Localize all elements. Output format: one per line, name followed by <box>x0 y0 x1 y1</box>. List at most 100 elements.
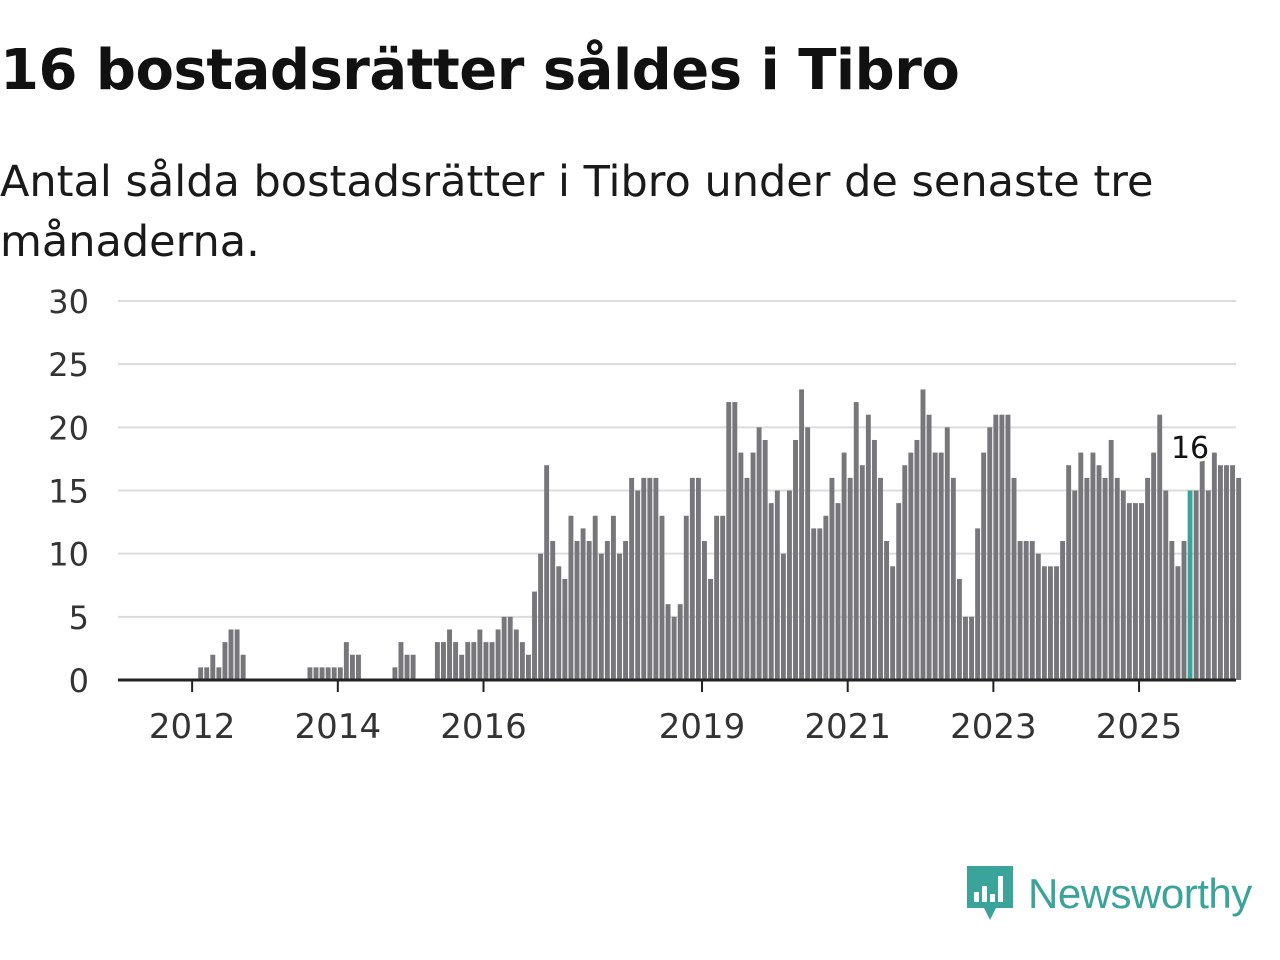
bar <box>896 503 902 680</box>
bar <box>805 427 811 680</box>
bar <box>1041 566 1047 680</box>
bar <box>404 654 410 680</box>
bar <box>823 515 829 680</box>
bar <box>999 414 1005 680</box>
bar <box>349 654 355 680</box>
bar <box>495 629 501 680</box>
bar <box>677 604 683 680</box>
bar <box>647 477 653 680</box>
bar <box>714 515 720 680</box>
bar <box>871 439 877 680</box>
bar <box>732 402 738 680</box>
bar <box>1054 566 1059 680</box>
y-tick-label: 10 <box>48 536 89 574</box>
bar <box>1224 465 1229 680</box>
x-tick-label: 2012 <box>149 707 236 747</box>
bars <box>198 389 1242 680</box>
bar <box>525 654 531 680</box>
bar <box>1217 465 1223 680</box>
bar <box>210 654 216 680</box>
bar <box>689 477 695 680</box>
bar <box>592 515 598 680</box>
bar <box>562 578 568 680</box>
bar <box>938 452 944 680</box>
bar <box>671 616 677 680</box>
bar <box>1090 452 1096 680</box>
bar <box>811 528 817 680</box>
bar <box>538 553 544 680</box>
bar <box>204 667 210 680</box>
bar <box>1096 465 1102 680</box>
y-tick-label: 30 <box>48 283 89 321</box>
bar <box>586 541 592 680</box>
bar <box>665 604 671 680</box>
bar <box>774 490 780 680</box>
bar <box>768 503 774 680</box>
brand-name: Newsworthy <box>1028 870 1252 917</box>
bar <box>198 667 204 680</box>
bar <box>1139 503 1144 680</box>
bar <box>841 452 847 680</box>
bar <box>489 642 495 680</box>
bar <box>1108 439 1114 680</box>
bar <box>623 541 629 680</box>
bar <box>604 541 610 680</box>
bar <box>519 642 525 680</box>
bar <box>1029 541 1035 680</box>
bar <box>1072 490 1078 680</box>
bar <box>465 642 471 680</box>
bar <box>914 439 920 680</box>
bar <box>956 578 962 680</box>
bar <box>787 490 792 680</box>
bar <box>1169 541 1175 680</box>
bar <box>392 667 398 680</box>
chart-subtitle: Antal sålda bostadsrätter i Tibro under … <box>0 157 1154 267</box>
y-tick-label: 15 <box>48 473 89 511</box>
newsworthy-logo-icon <box>967 866 1013 920</box>
bar <box>574 541 580 680</box>
chart-title: 16 bostadsrätter såldes i Tibro <box>0 38 960 103</box>
bar <box>1060 541 1066 680</box>
bar <box>963 616 968 680</box>
bar <box>459 654 465 680</box>
bar <box>483 642 489 680</box>
bar <box>556 566 562 680</box>
bar <box>908 452 914 680</box>
bar <box>969 616 974 680</box>
bar <box>234 629 240 680</box>
bar <box>240 654 246 680</box>
bar <box>744 477 750 680</box>
bar <box>441 642 446 680</box>
bar <box>1126 503 1132 680</box>
bar <box>653 477 659 680</box>
bar <box>629 477 635 680</box>
bar <box>1084 477 1090 680</box>
bar <box>1205 490 1211 680</box>
y-tick-label: 25 <box>48 346 89 384</box>
bar <box>859 465 865 680</box>
bar <box>598 553 604 680</box>
bar <box>356 654 361 680</box>
bar <box>1048 566 1053 680</box>
bar <box>750 452 756 680</box>
bar <box>1236 477 1242 680</box>
bar <box>829 477 835 680</box>
bar <box>635 490 641 680</box>
bar <box>890 566 896 680</box>
bar <box>1151 452 1157 680</box>
bar <box>1145 477 1151 680</box>
bar <box>1120 490 1126 680</box>
bar <box>920 389 926 680</box>
bar <box>1193 490 1199 680</box>
x-tick-label: 2023 <box>950 707 1037 747</box>
x-tick-label: 2019 <box>659 707 746 747</box>
y-tick-label: 20 <box>48 409 89 447</box>
bar <box>926 414 932 680</box>
bar <box>987 427 993 680</box>
bar <box>580 528 586 680</box>
y-axis-ticks: 0 5 10 15 20 25 30 <box>48 283 89 700</box>
bar <box>793 439 798 680</box>
bar <box>222 642 228 680</box>
bar <box>726 402 732 680</box>
bar <box>228 629 234 680</box>
